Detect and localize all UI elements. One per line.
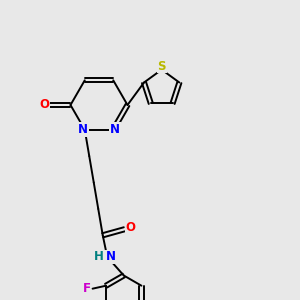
Text: H: H: [94, 250, 104, 263]
Text: N: N: [110, 123, 120, 136]
Text: F: F: [82, 282, 91, 295]
Text: N: N: [78, 123, 88, 136]
Text: N: N: [106, 250, 116, 263]
Text: S: S: [158, 59, 166, 73]
Text: O: O: [125, 221, 135, 234]
Text: O: O: [39, 98, 49, 112]
